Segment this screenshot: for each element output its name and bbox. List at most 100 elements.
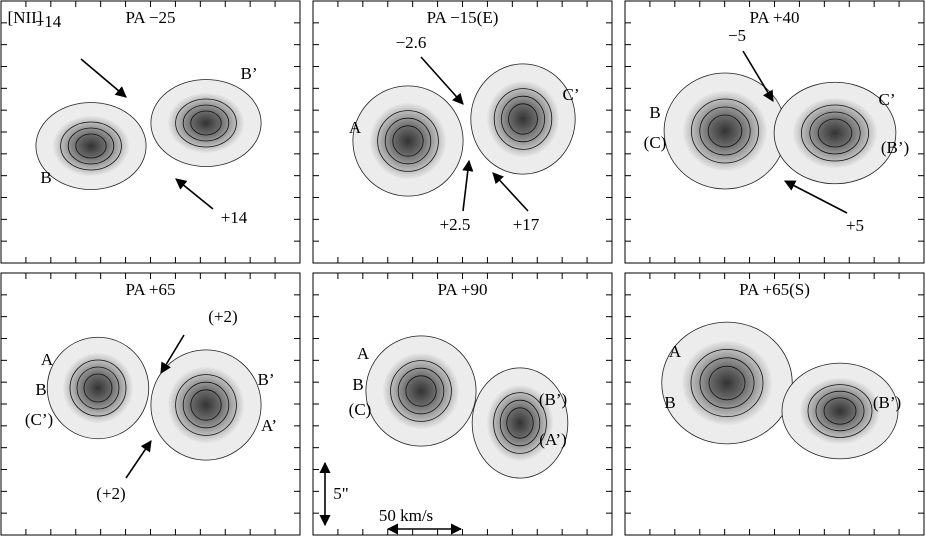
arrow (160, 334, 185, 374)
panel: PA +40−5 B C’ (C) (B’) +5 (624, 0, 925, 264)
arrow (784, 180, 848, 214)
emission-blob (383, 353, 459, 429)
panel: PA +65 (+2) AB B’ (C’) A’ (+2) (0, 272, 301, 536)
contour (76, 366, 120, 410)
panel: PA +90 AB (C) (B’) (A’) 5" 50 km/s (312, 272, 613, 536)
annotation: B (35, 380, 46, 399)
annotation: B (40, 168, 51, 187)
contour (691, 98, 759, 164)
annotation: (+2) (208, 307, 237, 326)
contour (190, 389, 222, 421)
contour (823, 397, 857, 425)
emission-blob (487, 385, 553, 461)
arrow (175, 178, 214, 210)
contour (800, 104, 869, 162)
annotation: +14 (221, 208, 248, 227)
annotation: (B’) (539, 390, 567, 409)
arrow (492, 172, 529, 212)
contour (397, 367, 445, 415)
annotation: B’ (241, 64, 258, 83)
annotation: A (41, 350, 54, 369)
arrow (125, 440, 152, 479)
annotation: +5 (846, 216, 864, 235)
contour (182, 104, 230, 142)
contour (499, 399, 541, 447)
panel: PA −25 −14 B’ B +14 [NII] (0, 0, 301, 264)
panel-title: PA +90 (437, 280, 487, 299)
contour (690, 349, 764, 417)
emission-blob (682, 341, 772, 425)
annotation: B (649, 103, 660, 122)
annotation: A’ (261, 416, 277, 435)
panel-title: PA +40 (749, 8, 799, 27)
panel-title: PA −15(E) (427, 8, 499, 27)
contour (75, 133, 107, 159)
panel: PA −15(E)−2.6 C’ A +2.5 +17 (312, 0, 613, 264)
contour (493, 392, 547, 454)
contour (817, 118, 853, 148)
panel-title: PA +65(S) (739, 280, 810, 299)
arrow (742, 50, 774, 102)
contour (392, 125, 424, 157)
annotation: −5 (728, 26, 746, 45)
annotation: A (349, 118, 362, 137)
contour (500, 95, 545, 143)
contour (809, 111, 861, 155)
emission-blob (370, 103, 446, 179)
figure-label: [NII] (8, 8, 43, 27)
annotation: (B’) (873, 393, 901, 412)
annotation: (A’) (539, 430, 566, 449)
contour (67, 127, 115, 165)
contour (69, 359, 127, 417)
arrow (80, 58, 127, 98)
annotation: C’ (879, 90, 896, 109)
contour (699, 357, 755, 409)
scale-label: 50 km/s (379, 506, 433, 525)
contour (707, 114, 743, 148)
annotation: B’ (258, 370, 275, 389)
annotation: (C’) (25, 410, 53, 429)
annotation: (C) (349, 400, 372, 419)
emission-blob (793, 98, 877, 168)
arrow (420, 56, 464, 105)
emission-blob (800, 378, 880, 444)
contour (60, 121, 122, 171)
contour (506, 407, 534, 439)
contour (405, 375, 437, 407)
annotation: (B’) (881, 138, 909, 157)
annotation: +17 (513, 215, 540, 234)
contour (390, 360, 452, 422)
annotation: +2.5 (440, 215, 471, 234)
contour (493, 88, 553, 150)
emission-blob (683, 91, 767, 171)
annotation: (C) (644, 133, 667, 152)
contour (807, 384, 873, 438)
arrow (462, 159, 474, 212)
panel-title: PA −25 (125, 8, 175, 27)
contour (175, 374, 237, 436)
annotation: −2.6 (396, 33, 427, 52)
annotation: −14 (35, 12, 62, 31)
contour (508, 103, 538, 135)
scale-label: 5" (333, 484, 348, 503)
emission-blob (168, 367, 244, 443)
annotation: C’ (563, 85, 580, 104)
contour (384, 117, 432, 165)
annotation: (+2) (96, 484, 125, 503)
contour (182, 381, 230, 429)
contour (175, 98, 237, 148)
emission-blob (53, 116, 129, 176)
annotation: A (357, 344, 370, 363)
emission-blob (168, 93, 244, 153)
annotation: A (669, 342, 682, 361)
emission-blob (487, 81, 559, 157)
annotation: B (352, 375, 363, 394)
contour (377, 110, 439, 172)
contour (708, 365, 746, 401)
contour (190, 110, 222, 136)
contour (815, 390, 865, 432)
annotation: B (664, 393, 675, 412)
contour (83, 373, 113, 403)
panel-title: PA +65 (125, 280, 175, 299)
